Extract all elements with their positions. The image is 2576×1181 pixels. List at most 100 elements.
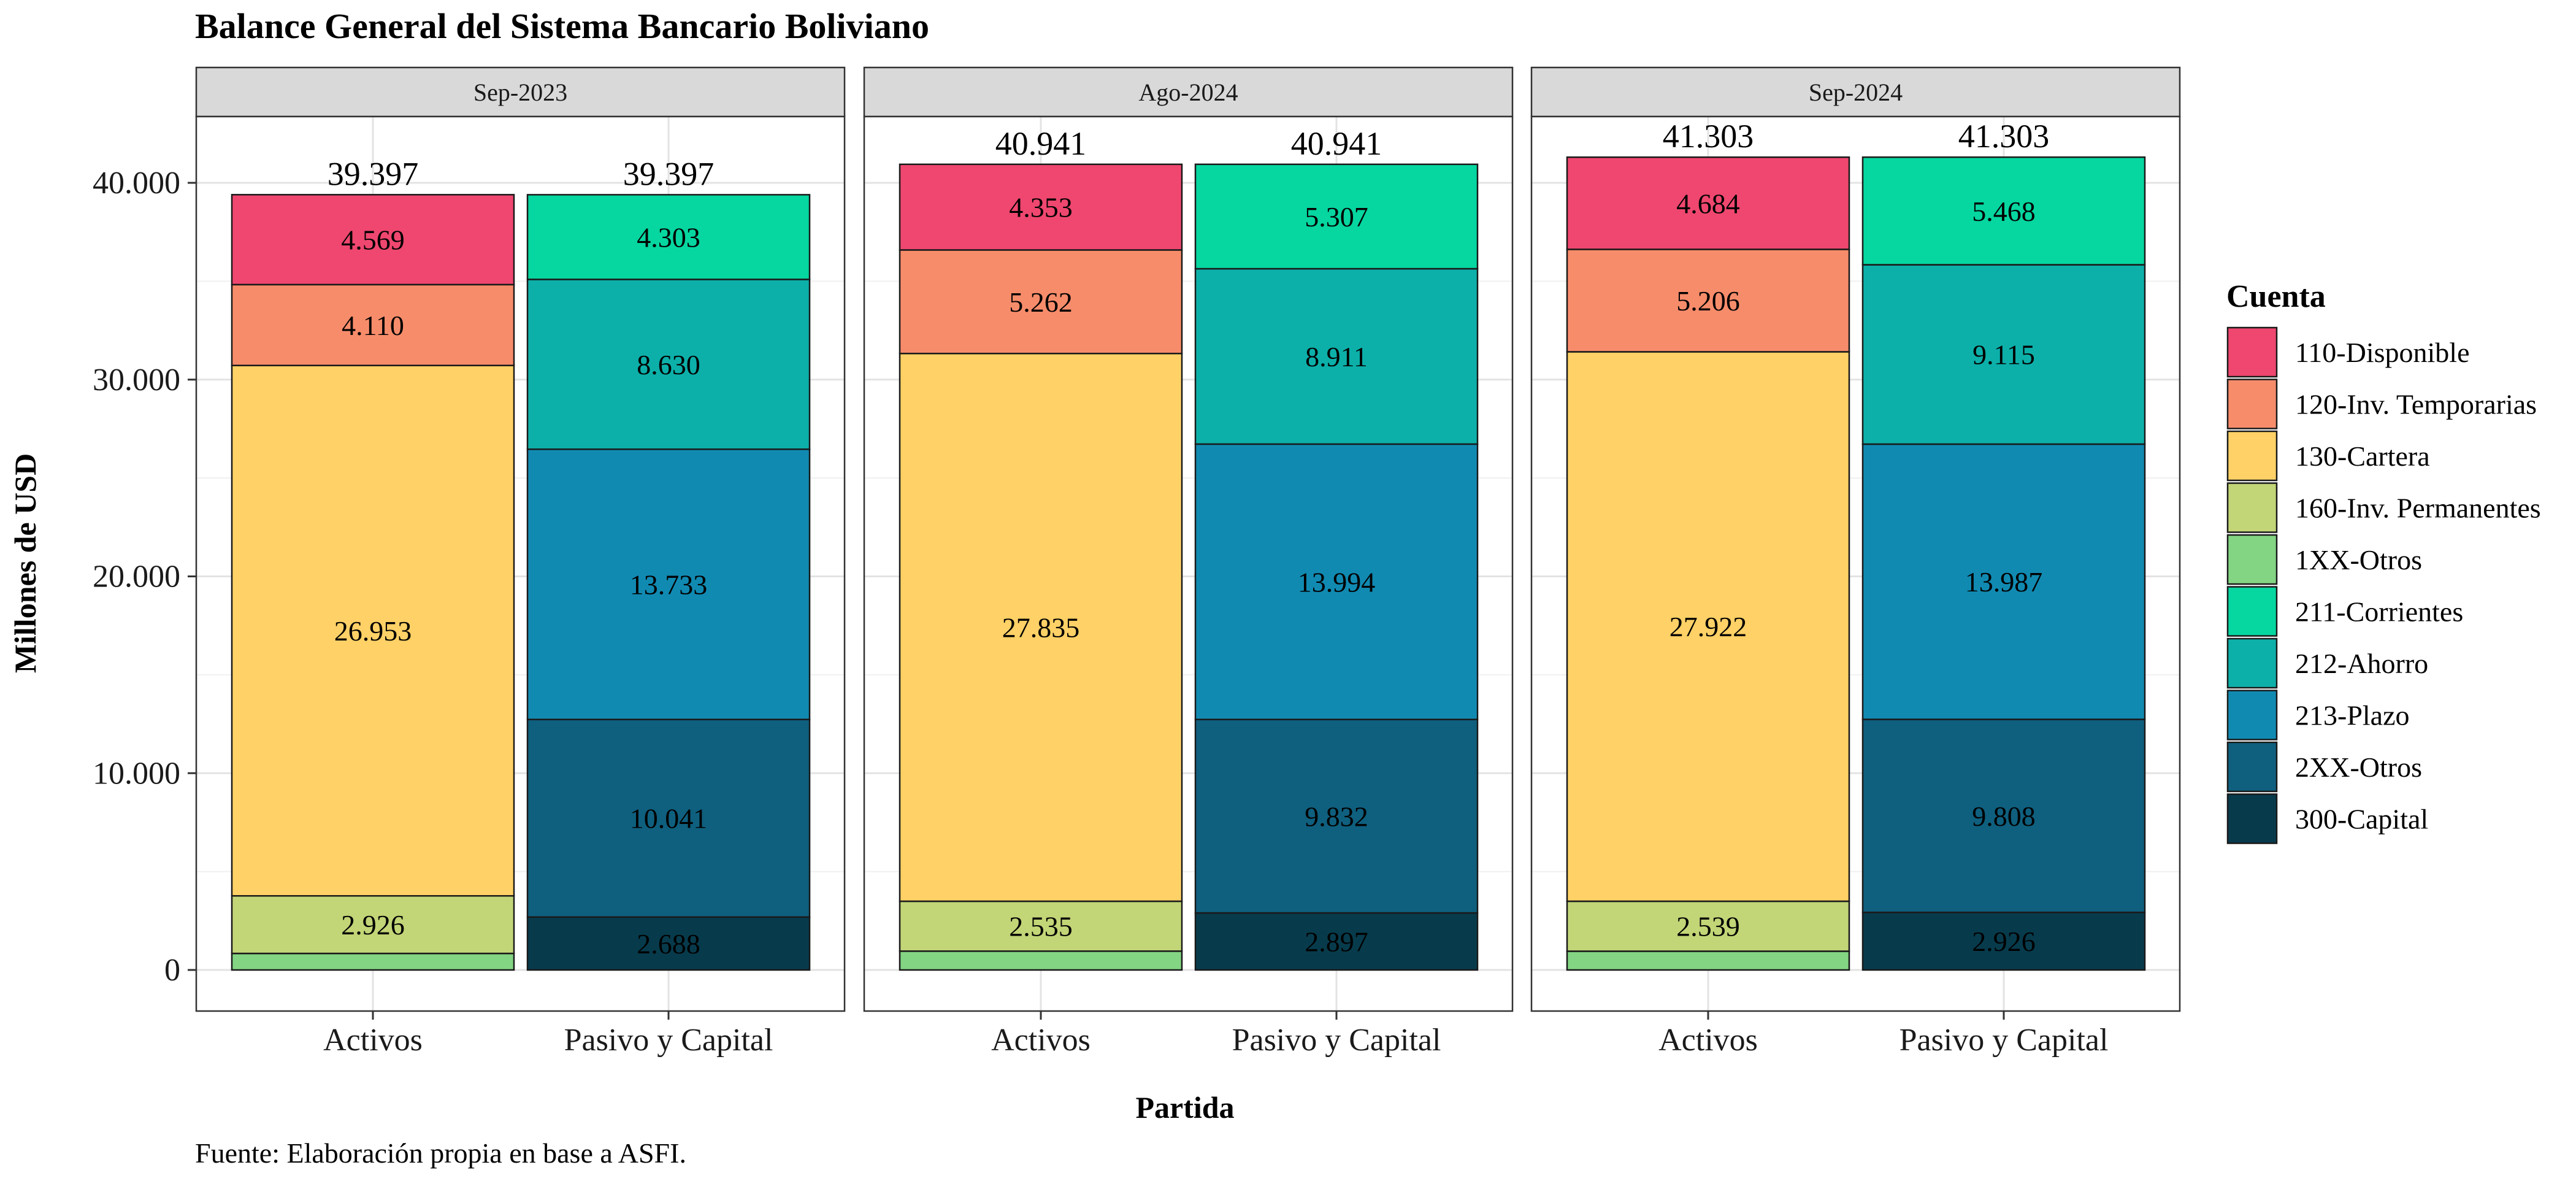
bar-segment-213-plazo	[1194, 443, 1479, 720]
x-tick-label: Pasivo y Capital	[564, 1023, 773, 1058]
legend-swatch	[2226, 482, 2278, 533]
legend-swatch	[2226, 586, 2278, 637]
segment-value-label: 27.922	[1669, 611, 1747, 642]
panel-strip-label: Sep-2024	[1809, 79, 1903, 106]
bar-segment-160-inv-permanentes	[899, 900, 1183, 952]
x-tick-label: Activos	[1658, 1023, 1758, 1058]
x-tick-label: Activos	[991, 1023, 1091, 1058]
segment-value-label: 8.911	[1305, 341, 1368, 372]
legend-swatch	[2226, 690, 2278, 741]
segment-value-label: 13.733	[630, 569, 708, 600]
bar-segment-110-disponible	[1566, 156, 1850, 250]
segment-value-label: 2.926	[341, 909, 405, 941]
bar-segment-300-capital	[526, 916, 811, 971]
bar-total-label: 41.303	[1958, 118, 2050, 155]
legend-label: 130-Cartera	[2295, 440, 2430, 472]
bar-segment-212-ahorro	[526, 279, 811, 450]
y-axis: 0 10.000 20.000 30.000 40.000	[93, 166, 196, 988]
panel-ago-2024: Ago-2024 2.535 27.835 5.262 4.353 40.941 Activ…	[863, 66, 1514, 1058]
panel-strip	[1530, 66, 2181, 118]
bar-segment-1xx-otros	[1566, 950, 1850, 971]
panel-border	[863, 115, 1514, 1012]
legend-swatch	[2226, 379, 2278, 429]
bar-segment-211-corrientes	[1194, 163, 1479, 270]
bar-segment-2xx-otros	[1861, 718, 2146, 914]
segment-value-label: 27.835	[1002, 612, 1080, 644]
panel-strip	[195, 66, 846, 118]
panel-border	[195, 115, 846, 1012]
y-tick-label: 20.000	[93, 560, 180, 594]
segment-value-label: 5.262	[1009, 287, 1073, 318]
caption: Fuente: Elaboración propia en base a ASF…	[195, 1137, 686, 1169]
legend-swatch	[2226, 741, 2278, 793]
bar-segment-1xx-otros	[231, 952, 515, 971]
segment-value-label: 2.897	[1305, 926, 1368, 958]
bar-segment-1xx-otros	[899, 950, 1183, 971]
segment-value-label: 2.535	[1009, 911, 1073, 942]
bar-segment-211-corrientes	[526, 194, 811, 280]
legend-label: 300-Capital	[2295, 804, 2428, 835]
legend-swatch	[2226, 793, 2278, 844]
bar-total-label: 39.397	[328, 155, 419, 192]
segment-value-label: 5.307	[1305, 201, 1368, 233]
legend-label: 160-Inv. Permanentes	[2295, 493, 2541, 524]
segment-value-label: 5.206	[1676, 285, 1740, 317]
legend-title: Cuenta	[2226, 279, 2326, 314]
legend: Cuenta 110-Disponible 120-Inv. Temporarias…	[2226, 279, 2541, 844]
segment-value-label: 5.468	[1972, 196, 2036, 227]
segment-value-label: 26.953	[334, 615, 412, 647]
panel-sep-2023: Sep-2023 2.926 26.953 4.110 4.569 39.397 Activ…	[195, 66, 846, 1058]
legend-label: 1XX-Otros	[2295, 544, 2422, 575]
legend-item-1xx-otros: 1XX-Otros	[2226, 534, 2422, 585]
segment-value-label: 9.808	[1972, 801, 2036, 832]
legend-label: 120-Inv. Temporarias	[2295, 389, 2537, 420]
legend-item-212-ahorro: 212-Ahorro	[2226, 637, 2428, 689]
y-axis-label: Millones de USD	[8, 453, 42, 673]
bar-segment-2xx-otros	[1194, 718, 1479, 914]
bar-total-label: 40.941	[1291, 125, 1382, 162]
x-tick-label: Pasivo y Capital	[1899, 1023, 2109, 1058]
legend-swatch	[2226, 430, 2278, 482]
bar-activos: 2.535 27.835 5.262 4.353 40.941	[899, 125, 1183, 971]
legend-item-213-plazo: 213-Plazo	[2226, 690, 2410, 741]
legend-item-300-capital: 300-Capital	[2226, 793, 2428, 844]
segment-value-label: 2.539	[1676, 911, 1740, 942]
bar-segment-213-plazo	[1861, 443, 2146, 720]
bar-total-label: 39.397	[623, 155, 715, 192]
y-tick-label: 40.000	[93, 166, 180, 201]
segment-value-label: 13.987	[1965, 566, 2043, 598]
segment-value-label: 4.569	[341, 225, 405, 256]
bar-segment-212-ahorro	[1861, 264, 2146, 445]
panel-strip-label: Sep-2023	[473, 79, 567, 106]
legend-label: 213-Plazo	[2295, 700, 2410, 731]
segment-value-label: 4.303	[637, 221, 700, 253]
legend-label: 212-Ahorro	[2295, 648, 2428, 679]
bar-segment-213-plazo	[526, 448, 811, 720]
y-tick-label: 10.000	[93, 756, 180, 791]
bar-segment-120-inv-temporarias	[231, 283, 515, 366]
legend-label: 2XX-Otros	[2295, 752, 2422, 783]
bar-segment-300-capital	[1194, 912, 1479, 971]
legend-item-2xx-otros: 2XX-Otros	[2226, 741, 2422, 793]
legend-item-110-disponible: 110-Disponible	[2226, 326, 2470, 378]
segment-value-label: 4.684	[1676, 188, 1740, 219]
facet-panels: Sep-2023 2.926 26.953 4.110 4.569 39.397 Activ…	[195, 66, 2181, 1058]
x-tick-label: Pasivo y Capital	[1232, 1023, 1441, 1058]
bar-segment-211-corrientes	[1861, 156, 2146, 266]
bar-total-label: 40.941	[995, 125, 1087, 162]
legend-label: 110-Disponible	[2295, 337, 2470, 368]
segment-value-label: 2.926	[1972, 926, 2036, 957]
segment-value-label: 9.115	[1972, 339, 2035, 371]
segment-value-label: 9.832	[1305, 801, 1368, 832]
legend-swatch	[2226, 637, 2278, 689]
legend-item-130-cartera: 130-Cartera	[2226, 430, 2430, 482]
segment-value-label: 4.353	[1009, 192, 1073, 223]
bar-segment-120-inv-temporarias	[899, 249, 1183, 355]
y-tick-label: 30.000	[93, 363, 180, 398]
bar-segment-130-cartera	[231, 364, 515, 897]
segment-value-label: 13.994	[1298, 566, 1376, 598]
bar-pasivo-y-capital: 2.688 10.041 13.733 8.630 4.303 39.397	[526, 155, 811, 971]
x-tick-label: Activos	[323, 1023, 423, 1058]
bar-total-label: 41.303	[1663, 118, 1754, 155]
